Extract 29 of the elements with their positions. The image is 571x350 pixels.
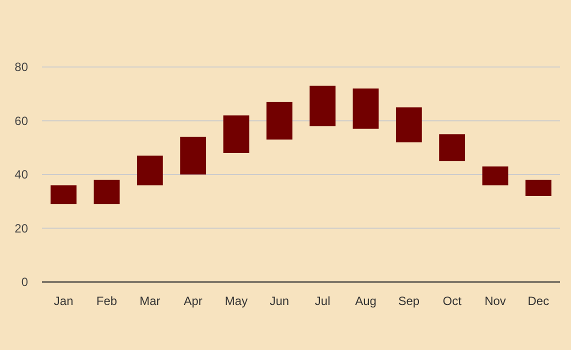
x-tick-label: Oct bbox=[442, 294, 462, 308]
bar bbox=[525, 180, 552, 196]
bar bbox=[396, 107, 422, 142]
bar bbox=[310, 86, 336, 126]
bar bbox=[439, 134, 466, 162]
y-tick-label: 60 bbox=[14, 114, 28, 128]
x-tick-label: Sep bbox=[398, 294, 420, 308]
bar bbox=[94, 180, 120, 204]
x-tick-label: Jul bbox=[314, 294, 330, 308]
y-tick-label: 40 bbox=[14, 168, 28, 182]
bar bbox=[482, 166, 508, 186]
bar bbox=[266, 102, 292, 140]
y-tick-label: 20 bbox=[14, 221, 28, 236]
x-tick-label: Apr bbox=[184, 294, 202, 308]
bar bbox=[180, 136, 206, 174]
bar bbox=[50, 185, 77, 204]
bar bbox=[223, 115, 250, 153]
x-tick-label: May bbox=[224, 294, 248, 308]
y-tick-label: 80 bbox=[14, 60, 28, 74]
bar bbox=[352, 88, 379, 129]
x-tick-label: Jan bbox=[54, 294, 74, 308]
bar bbox=[136, 156, 163, 186]
y-tick-label: 0 bbox=[21, 275, 28, 290]
x-tick-label: Jun bbox=[270, 294, 290, 308]
x-tick-label: Mar bbox=[140, 294, 160, 308]
x-tick-label: Dec bbox=[528, 294, 550, 308]
x-tick-label: Nov bbox=[484, 294, 506, 308]
x-tick-label: Feb bbox=[96, 294, 118, 308]
x-tick-label: Aug bbox=[355, 294, 376, 308]
